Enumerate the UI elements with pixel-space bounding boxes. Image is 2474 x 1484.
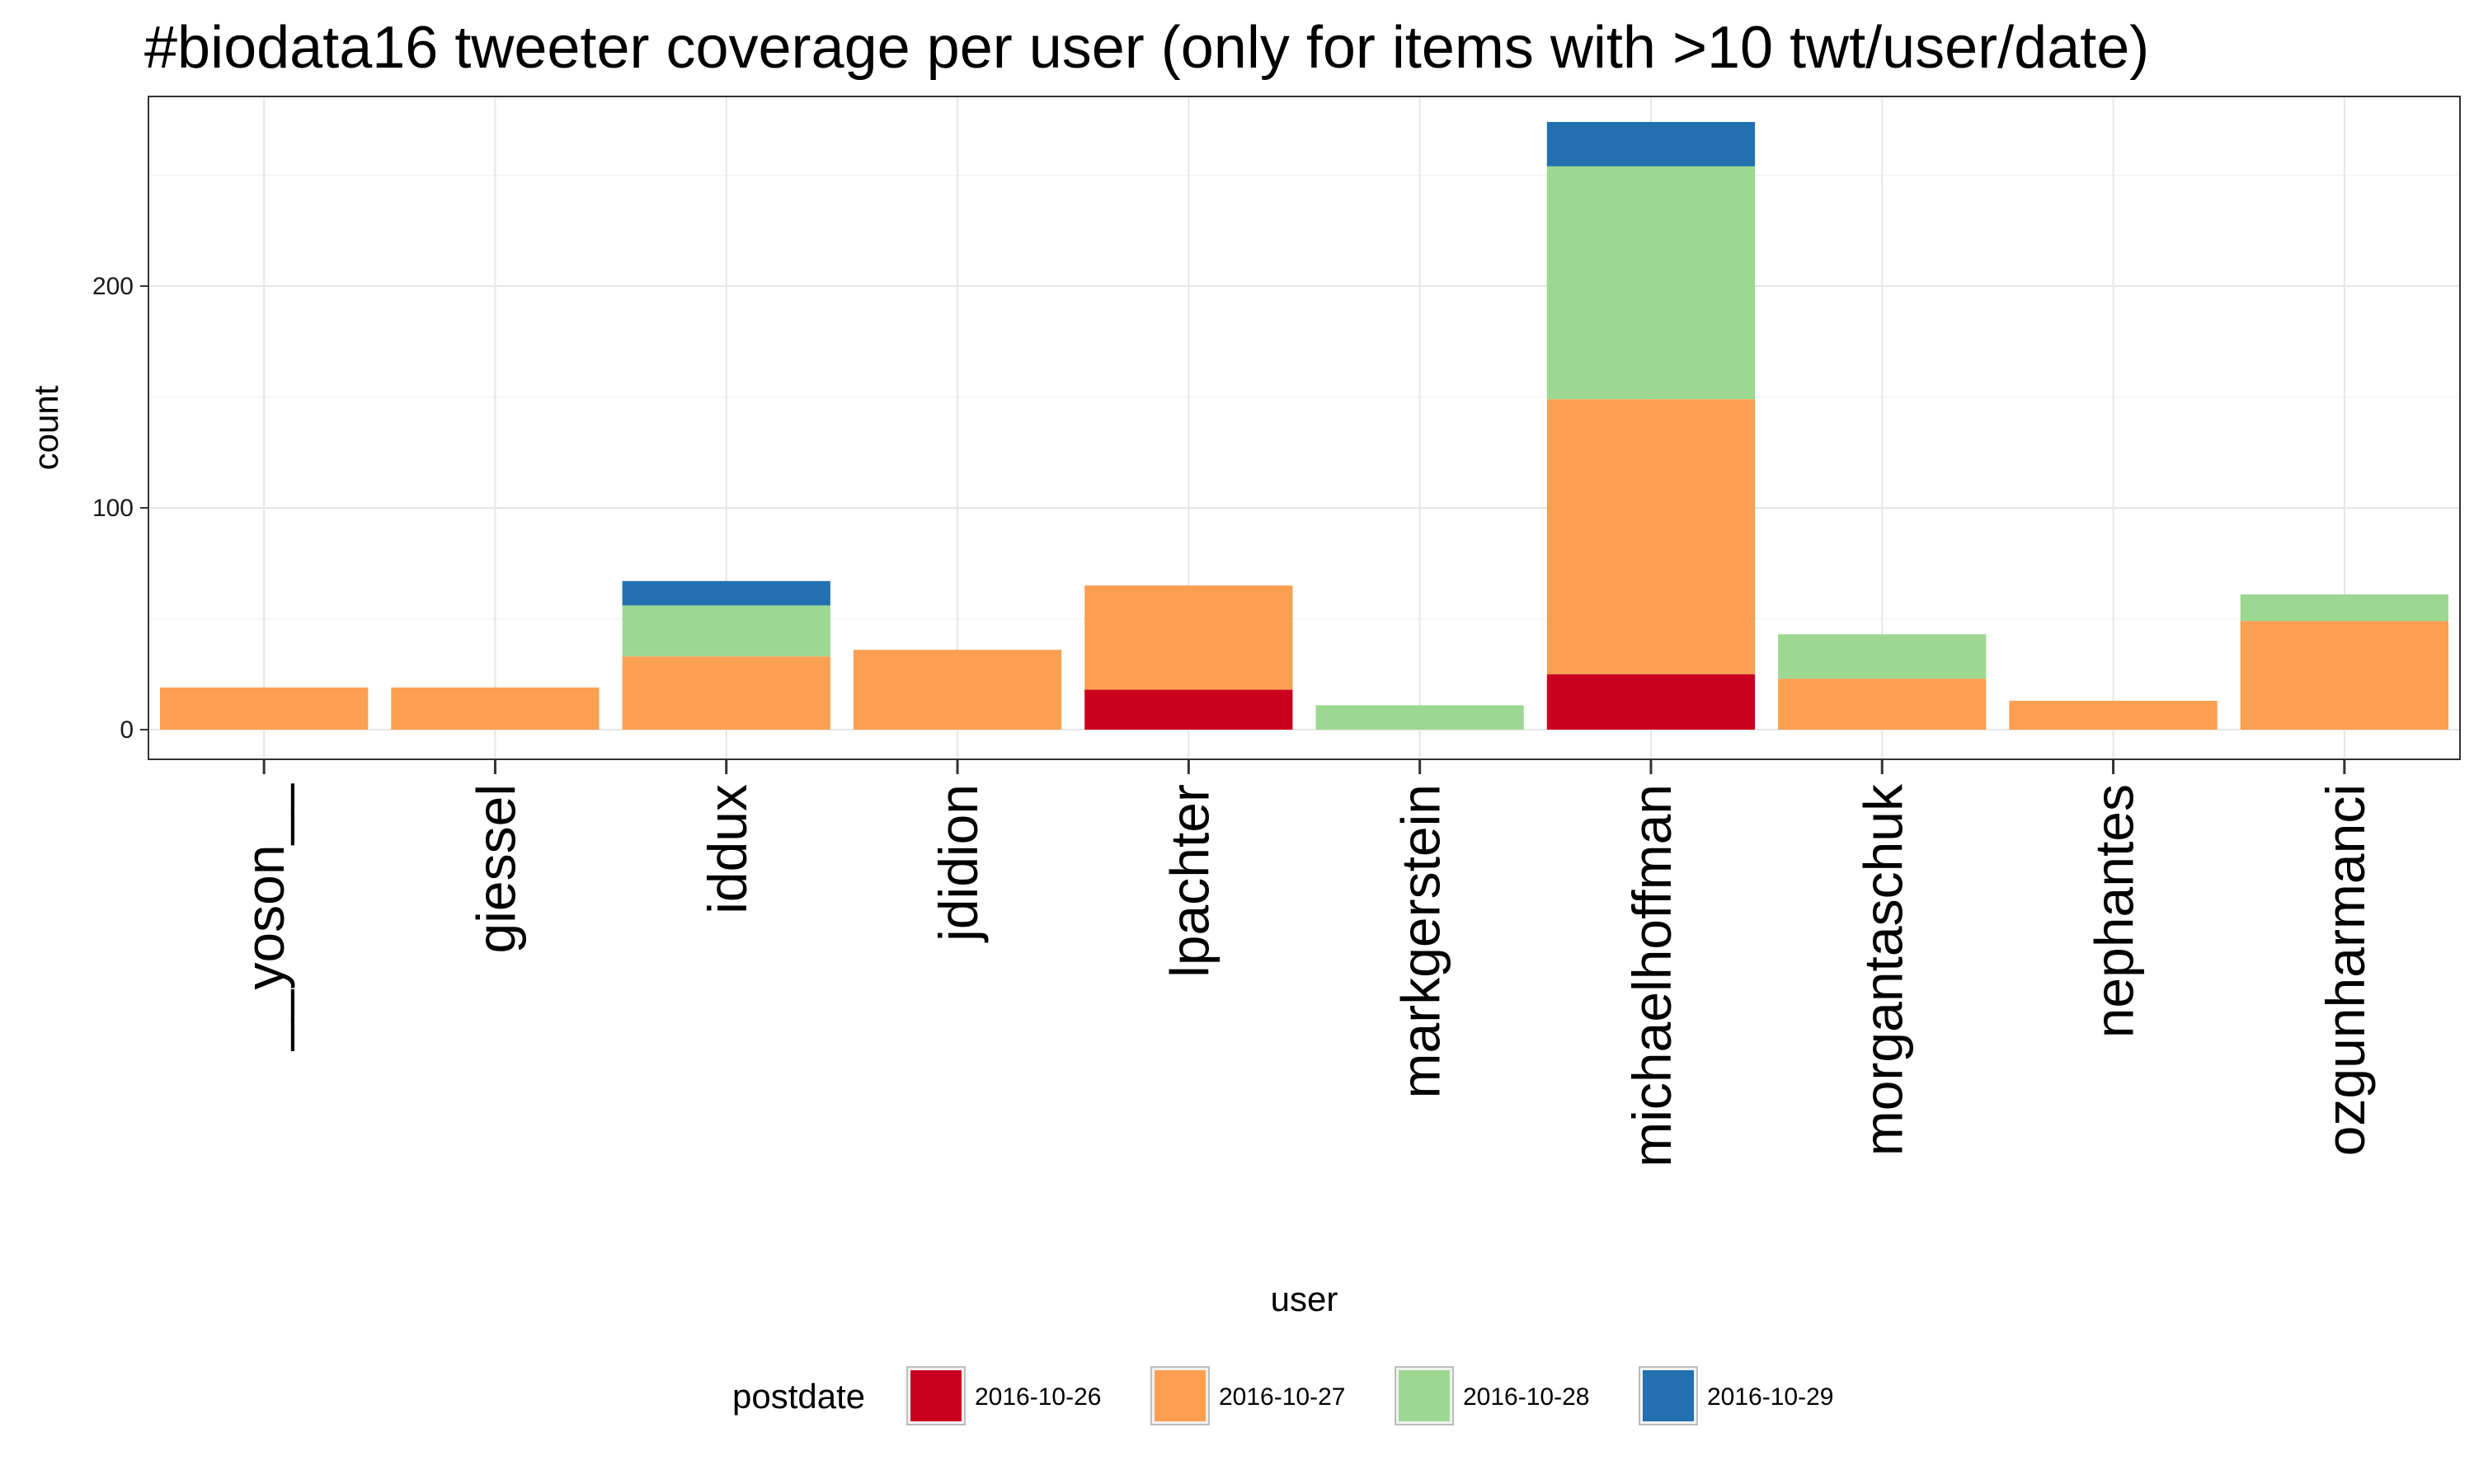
- x-tick-label: jdidion: [928, 784, 989, 943]
- legend: postdate 2016-10-26 2016-10-27 2016-10-28 2…: [732, 1366, 1833, 1425]
- x-tick-label: michaelhoffman: [1621, 784, 1682, 1167]
- bar-segment: [622, 580, 830, 606]
- bar-segment: [391, 687, 600, 730]
- bar-segment: [1315, 705, 1524, 730]
- plot-panel: [148, 96, 2461, 760]
- legend-label: 2016-10-28: [1463, 1383, 1589, 1411]
- legend-title: postdate: [732, 1377, 865, 1416]
- x-axis: __yoson__ giessel iddux jdidion lpachter mark…: [234, 759, 2376, 1167]
- legend-swatch: [1643, 1370, 1694, 1421]
- x-tick-label: markgerstein: [1390, 784, 1451, 1098]
- x-tick-label: nephantes: [2084, 784, 2145, 1038]
- bar-segment: [1778, 634, 1987, 679]
- legend-swatch: [1399, 1370, 1450, 1421]
- legend-label: 2016-10-26: [975, 1383, 1101, 1411]
- chart-title: #biodata16 tweeter coverage per user (on…: [144, 15, 2149, 81]
- bar-segment: [2240, 621, 2448, 730]
- bar-segment: [2240, 594, 2448, 622]
- x-tick-label: __yoson__: [234, 783, 295, 1051]
- bar-segment: [1546, 674, 1756, 730]
- y-axis-title: count: [26, 385, 65, 470]
- legend-label: 2016-10-27: [1219, 1383, 1345, 1411]
- bars: [160, 121, 2448, 730]
- legend-swatch: [910, 1370, 962, 1421]
- bar-segment: [1084, 585, 1293, 690]
- bar-segment: [1084, 689, 1293, 730]
- bar-segment: [1546, 399, 1756, 674]
- legend-label: 2016-10-29: [1707, 1383, 1833, 1411]
- y-axis: 0 100 200: [92, 273, 148, 744]
- x-tick-label: lpachter: [1159, 784, 1220, 978]
- bar-segment: [622, 605, 830, 657]
- bar-segment: [1778, 679, 1987, 730]
- bar-segment: [1546, 121, 1756, 167]
- legend-swatch: [1155, 1370, 1206, 1421]
- bar-segment: [853, 650, 1062, 730]
- y-tick-label: 100: [92, 495, 134, 522]
- bar-segment: [622, 656, 830, 730]
- bar-segment: [1546, 166, 1756, 400]
- x-tick-label: ozgunharmanci: [2315, 784, 2376, 1156]
- x-tick-label: morgantaschuk: [1852, 783, 1913, 1156]
- bar-segment: [160, 687, 369, 730]
- panel-border: [148, 96, 2461, 760]
- bar-segment: [2009, 701, 2218, 730]
- y-tick-label: 0: [120, 716, 134, 744]
- x-axis-title: user: [1271, 1280, 1338, 1318]
- panel-background: [148, 96, 2460, 759]
- x-tick-label: iddux: [697, 784, 758, 914]
- y-tick-label: 200: [92, 273, 134, 300]
- x-tick-label: giessel: [465, 784, 526, 953]
